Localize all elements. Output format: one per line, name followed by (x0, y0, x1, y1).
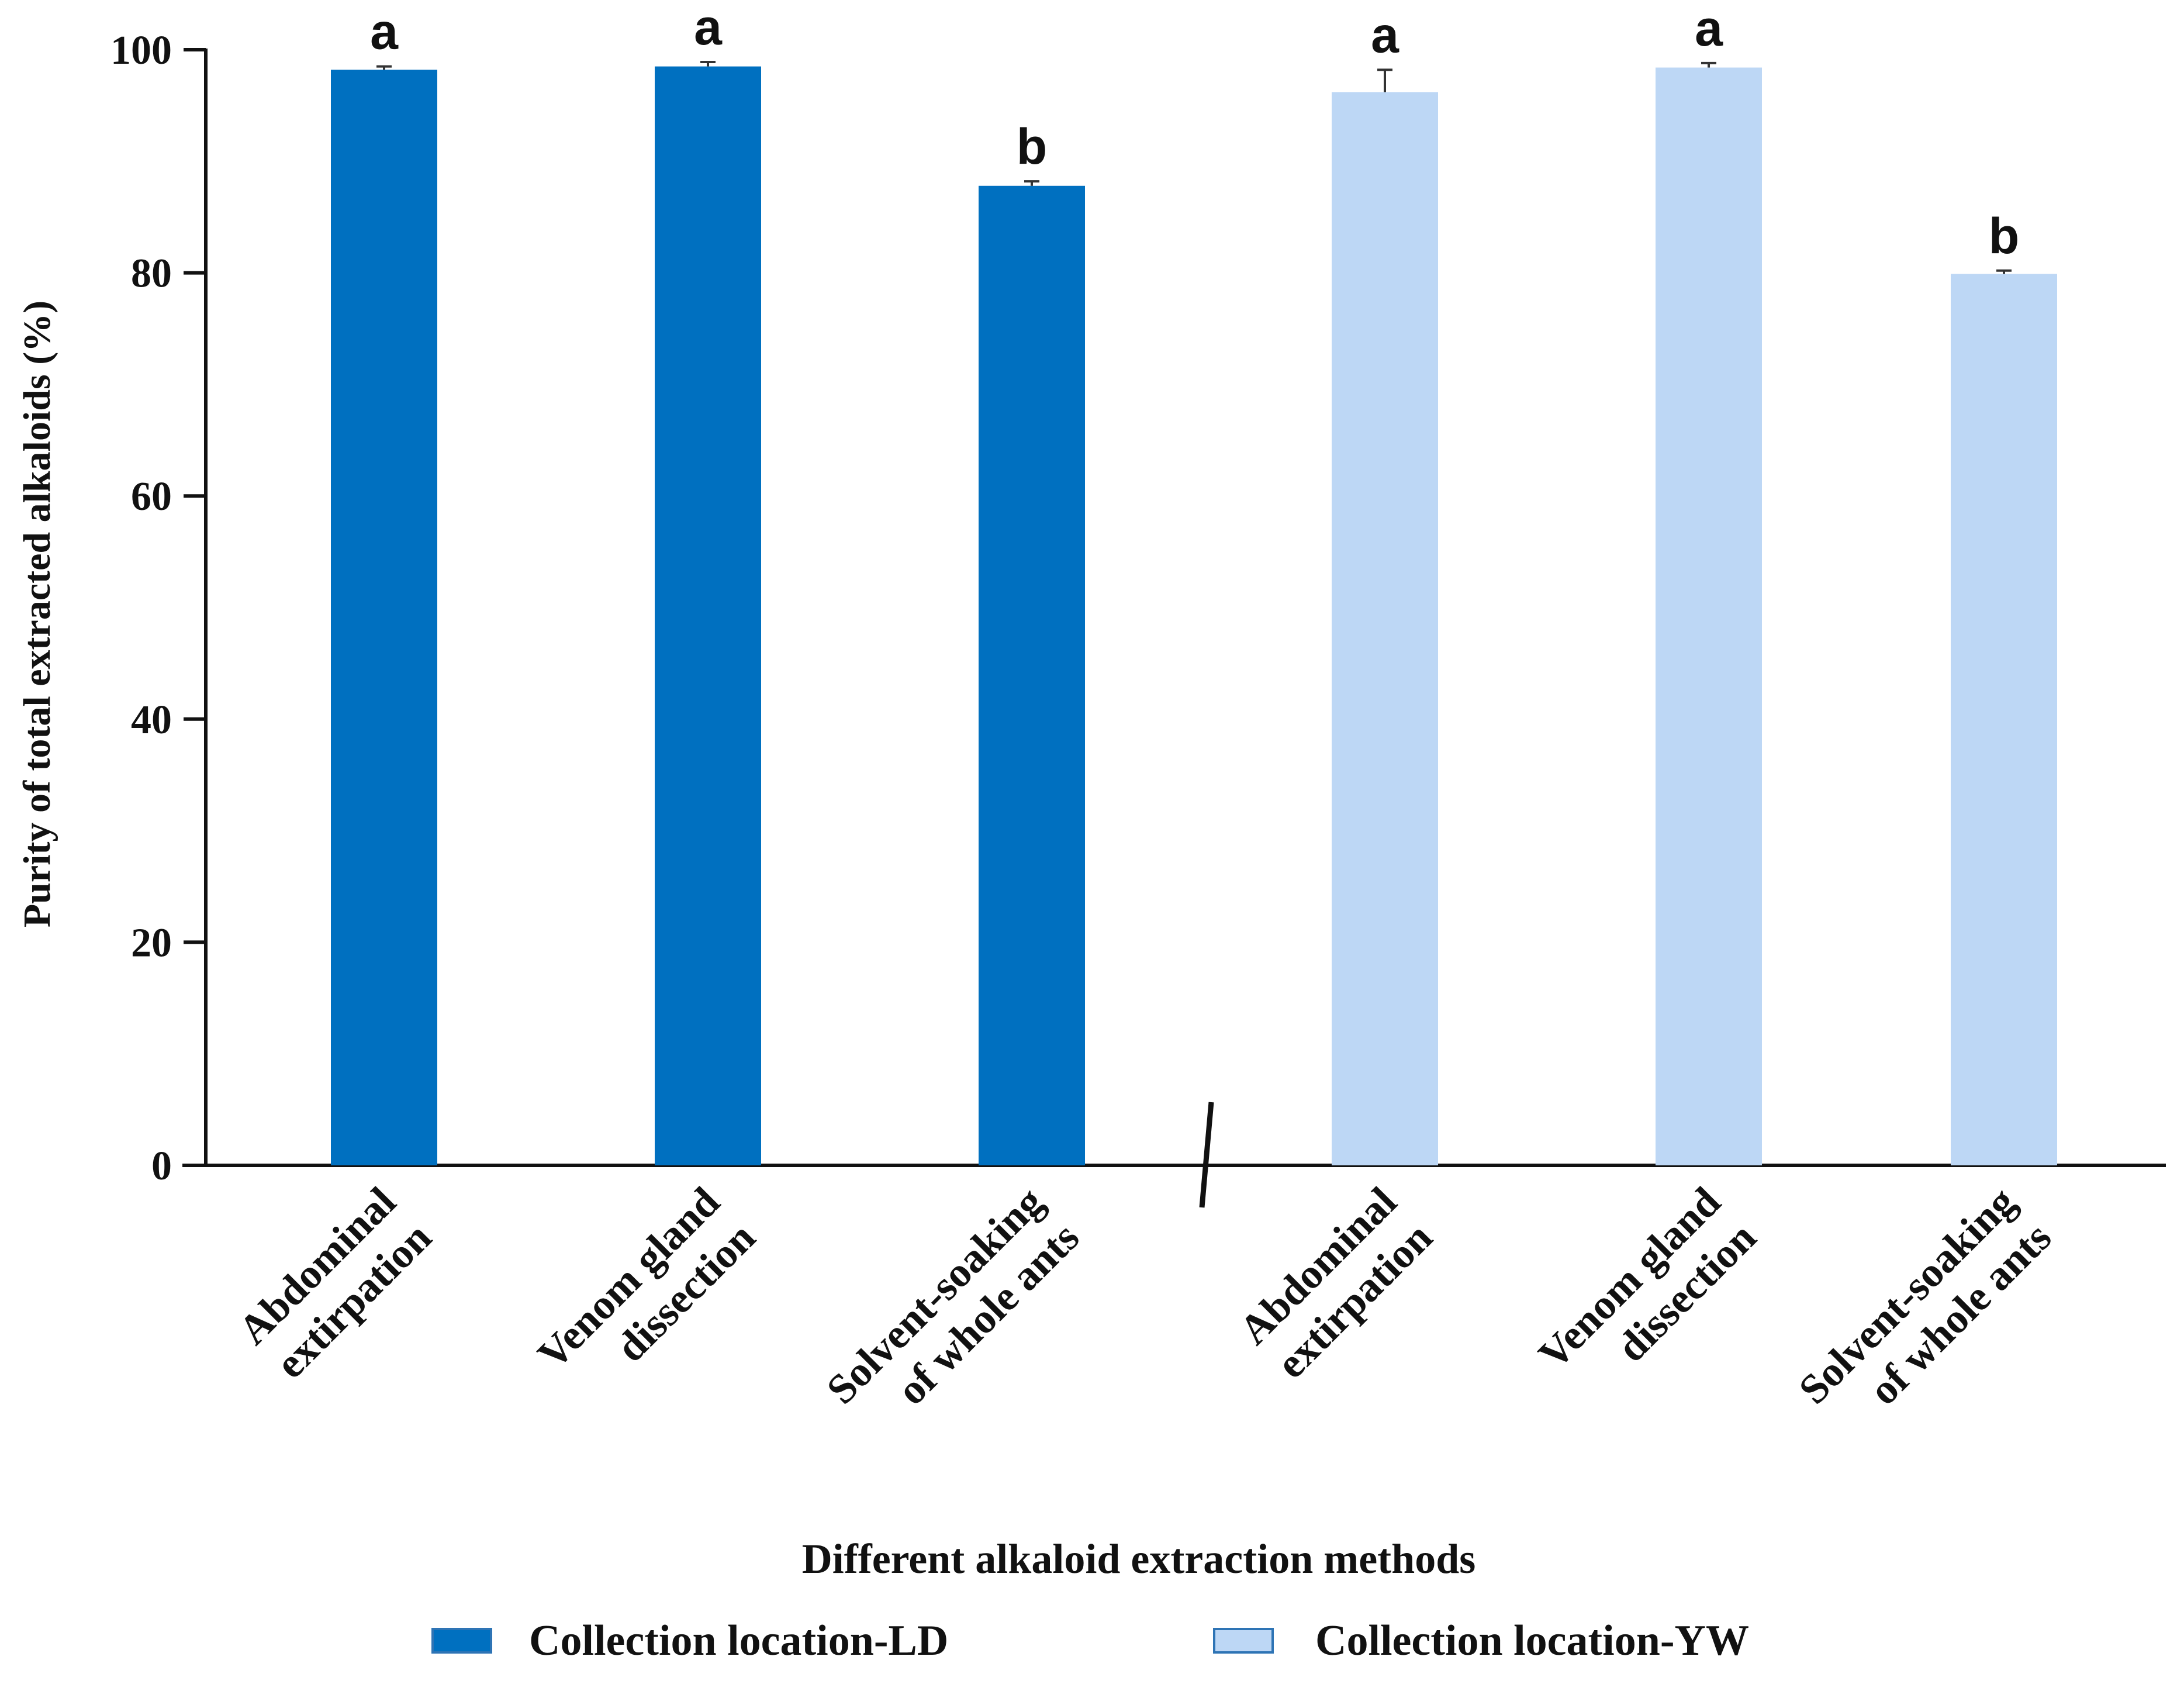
legend-label: Collection location-YW (1315, 1617, 1749, 1665)
y-tick-label: 0 (151, 1144, 172, 1189)
axes: 0 20 40 60 80 100 (110, 28, 2166, 1208)
significance-letter: a (370, 4, 399, 60)
significance-letter: a (1371, 7, 1399, 63)
bar (1332, 92, 1438, 1165)
y-tick-label: 100 (110, 28, 172, 73)
x-tick-label: Solvent-soakingof whole ants (818, 1178, 1088, 1449)
y-tick-label: 20 (131, 920, 172, 965)
y-tick-label: 40 (131, 698, 172, 743)
legend-swatch (431, 1628, 492, 1654)
significance-letter: b (1017, 119, 1048, 175)
x-axis-label: Different alkaloid extraction methods (802, 1535, 1476, 1582)
significance-letter: a (694, 0, 723, 56)
y-tick-label: 80 (131, 251, 172, 296)
x-tick-label: Abdominalextirpation (229, 1178, 440, 1389)
bar (655, 66, 761, 1166)
legend-label: Collection location-LD (529, 1617, 948, 1665)
bar (331, 70, 437, 1166)
x-tick-label: Abdominalextirpation (1230, 1178, 1441, 1389)
x-tick-label: Venom glanddissection (1529, 1178, 1765, 1414)
legend-swatch (1213, 1628, 1274, 1654)
bars: a a b a a b (331, 0, 2057, 1166)
y-axis-label: Purity of total extracted alkaloids (%) (16, 301, 58, 927)
y-tick-label: 60 (131, 474, 172, 519)
bar (979, 185, 1085, 1165)
bar (1656, 67, 1762, 1166)
axis-break-mark (1199, 1102, 1214, 1208)
x-tick-label: Solvent-soakingof whole ants (1790, 1178, 2061, 1449)
significance-letter: b (1989, 208, 2020, 264)
significance-letter: a (1695, 1, 1723, 57)
x-tick-label: Venom glanddissection (528, 1178, 764, 1414)
legend: Collection location-LD Collection locatio… (431, 1617, 1749, 1665)
bar (1951, 274, 2057, 1165)
x-tick-labels: Abdominalextirpation Venom glanddissectio… (229, 1178, 2061, 1449)
